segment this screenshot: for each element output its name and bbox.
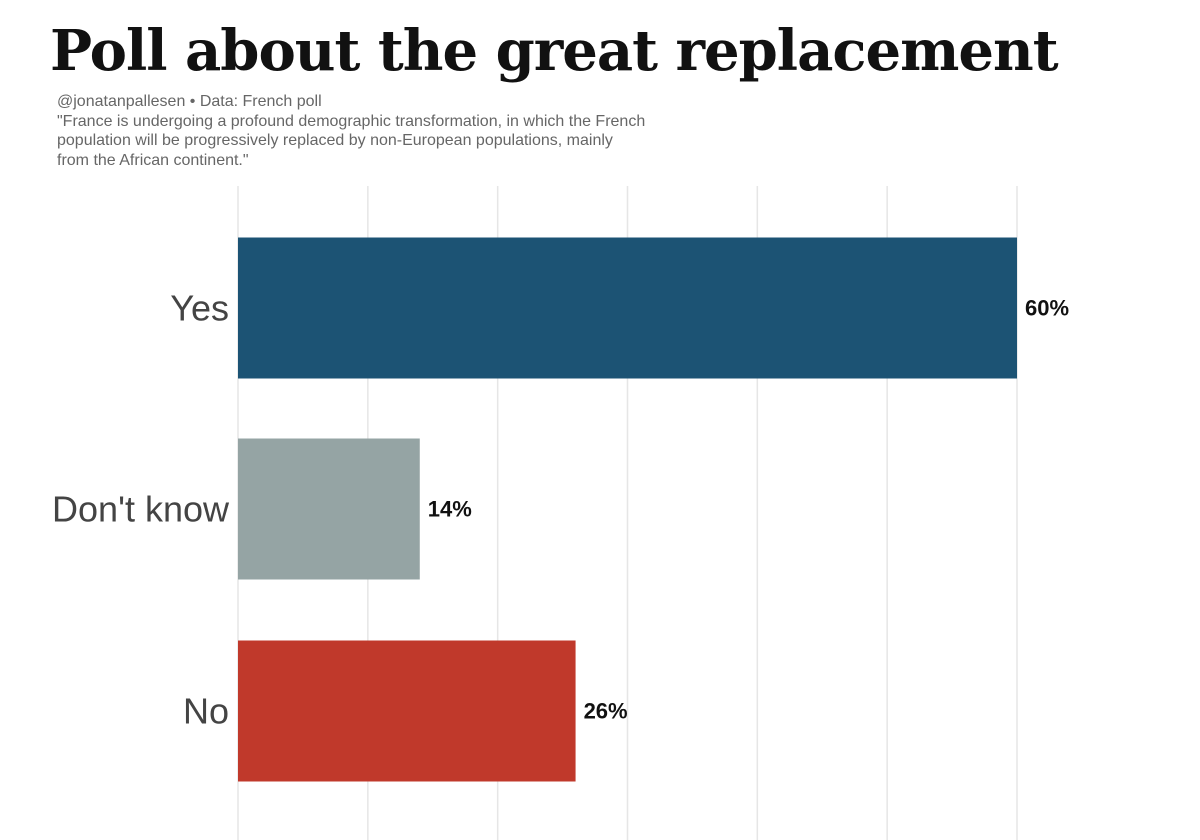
value-labels: 60% 14% 26% [428, 296, 1069, 724]
chart-title: Poll about the great replacement [50, 18, 1059, 84]
bar-don-t-know [238, 438, 420, 580]
value-label-yes: 60% [1025, 296, 1069, 321]
category-labels: Yes Don't know No [52, 288, 230, 732]
value-label-no: 26% [584, 699, 628, 724]
subtitle-quote-line-2: population will be progressively replace… [57, 132, 613, 149]
subtitle-quote-line-1: "France is undergoing a profound demogra… [57, 112, 646, 130]
bar-no [238, 640, 576, 782]
bars [238, 237, 1017, 782]
category-label-yes: Yes [170, 288, 229, 329]
subtitle-source-line: @jonatanpallesen • Data: French poll [57, 93, 322, 110]
subtitle-quote-line-3: from the African continent." [57, 151, 249, 169]
category-label-don-t-know: Don't know [52, 489, 230, 530]
chart-subtitle: @jonatanpallesen • Data: French poll "Fr… [57, 92, 757, 170]
category-label-no: No [183, 691, 229, 732]
bar-yes [238, 237, 1017, 379]
value-label-don-t-know: 14% [428, 497, 472, 522]
